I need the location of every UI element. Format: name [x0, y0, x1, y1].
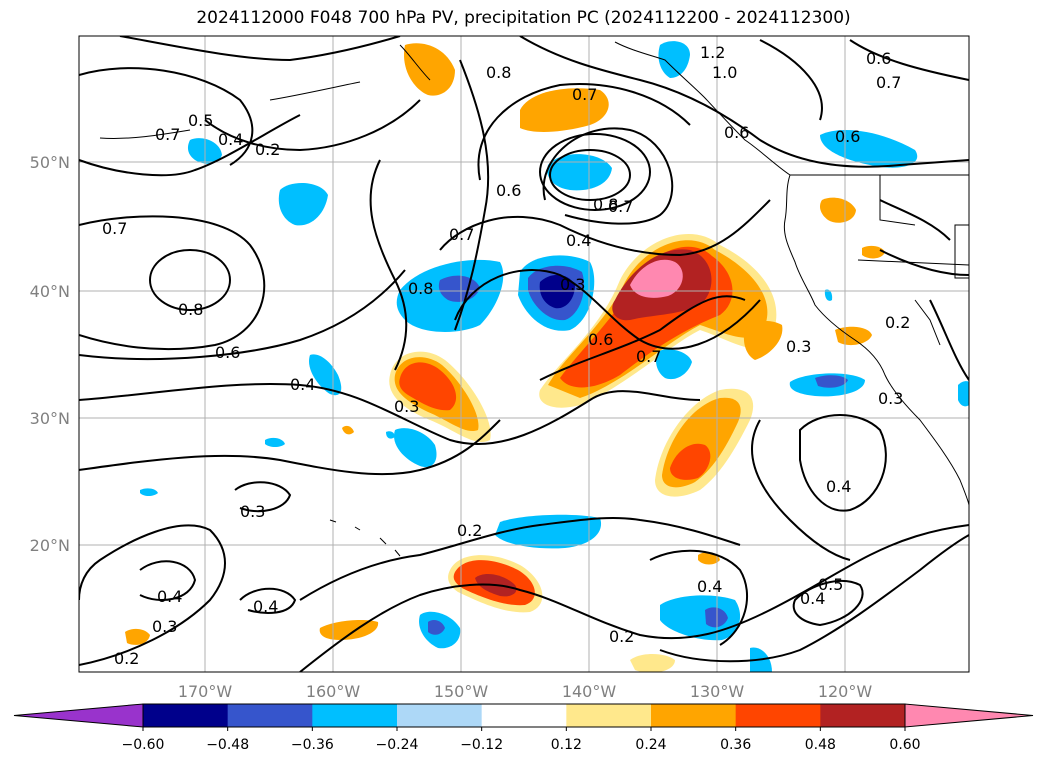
contour-label: 0.4	[800, 589, 825, 608]
lon-tick-label: 160°W	[306, 682, 361, 701]
colorbar-tick-label: −0.12	[460, 737, 503, 753]
pv-contours	[79, 36, 969, 672]
contour-label: 0.6	[866, 49, 891, 68]
contour-label: 0.2	[457, 521, 482, 540]
contour-label: 0.2	[255, 140, 280, 159]
colorbar-segment	[227, 704, 313, 727]
contour-label: 0.6	[724, 123, 749, 142]
colorbar-segment	[651, 704, 737, 727]
contour-label: 0.4	[697, 577, 722, 596]
colorbar-extend-low	[13, 703, 144, 728]
contour-label: 0.4	[566, 231, 591, 250]
colorbar-segment	[566, 704, 652, 727]
contour-label: 0.8	[486, 63, 511, 82]
contour-label: 0.7	[636, 347, 661, 366]
contour-label: 0.8	[178, 300, 203, 319]
colorbar-segment	[312, 704, 398, 727]
contour-label: 0.2	[885, 313, 910, 332]
contour-labels: 1.2 1.0 0.6 0.7 0.8 0.7 0.7 0.5 0.4 0.2 …	[102, 43, 910, 668]
contour-label: 0.7	[876, 73, 901, 92]
colorbar-tick-label: −0.48	[206, 737, 249, 753]
contour-label: 0.4	[290, 375, 315, 394]
contour-label: 0.7	[572, 85, 597, 104]
contour-label: 0.8	[408, 279, 433, 298]
contour-label: 0.3	[560, 275, 585, 294]
colorbar-tick-label: 0.12	[551, 737, 582, 753]
coastlines	[99, 41, 969, 557]
contour-label: 0.4	[218, 130, 243, 149]
colorbar-tick-label: 0.24	[635, 737, 666, 753]
colorbar-segment	[143, 704, 229, 727]
lon-tick-label: 170°W	[178, 682, 233, 701]
contour-label: 1.0	[712, 63, 737, 82]
colorbar-segment	[481, 704, 567, 727]
colorbar-ticks: −0.60 −0.48 −0.36 −0.24 −0.12 0.12 0.24 0.36 0.4…	[122, 727, 921, 753]
contour-label: 0.4	[826, 477, 851, 496]
contour-label: 0.7	[608, 197, 633, 216]
colorbar-tick-label: −0.60	[122, 737, 165, 753]
contour-label: 0.2	[609, 627, 634, 646]
colorbar-tick-label: −0.24	[376, 737, 419, 753]
contour-label: 0.7	[102, 219, 127, 238]
contour-label: 0.6	[215, 343, 240, 362]
contour-label: 0.7	[155, 125, 180, 144]
contour-label: 0.4	[157, 587, 182, 606]
contour-label: 0.6	[588, 330, 613, 349]
contour-label: 0.3	[878, 389, 903, 408]
colorbar-tick-label: 0.48	[805, 737, 836, 753]
colorbar-tick-label: 0.36	[720, 737, 751, 753]
colorbar-tick-label: −0.36	[291, 737, 334, 753]
colorbar	[13, 703, 1034, 728]
colorbar-tick-label: 0.60	[889, 737, 920, 753]
lon-tick-label: 140°W	[562, 682, 617, 701]
map-frame	[78, 35, 970, 673]
colorbar-frame	[142, 703, 906, 728]
contour-label: 0.3	[152, 617, 177, 636]
colorbar-segment	[820, 704, 906, 727]
lon-tick-label: 130°W	[690, 682, 745, 701]
lat-tick-label: 50°N	[30, 153, 70, 172]
colorbar-segment	[735, 704, 821, 727]
contour-label: 1.2	[700, 43, 725, 62]
lat-tick-label: 20°N	[30, 536, 70, 555]
contour-label: 0.6	[496, 181, 521, 200]
contour-label: 0.7	[449, 225, 474, 244]
contour-label: 0.3	[786, 337, 811, 356]
longitude-axis: 170°W 160°W 150°W 140°W 130°W 120°W	[178, 682, 873, 701]
lon-tick-label: 150°W	[434, 682, 489, 701]
contour-label: 0.5	[188, 111, 213, 130]
lat-tick-label: 40°N	[30, 282, 70, 301]
lon-tick-label: 120°W	[818, 682, 873, 701]
contour-label: 0.8	[593, 195, 618, 214]
contour-label: 0.2	[114, 649, 139, 668]
contour-label: 0.3	[394, 397, 419, 416]
contour-label: 0.3	[240, 502, 265, 521]
contour-label: 0.4	[253, 597, 278, 616]
colorbar-segment	[397, 704, 483, 727]
map-title: 2024112000 F048 700 hPa PV, precipitatio…	[196, 8, 851, 28]
contour-label: 0.6	[835, 127, 860, 146]
latitude-axis: 50°N 40°N 30°N 20°N	[30, 153, 70, 555]
contour-label: 0.5	[818, 575, 843, 594]
colorbar-extend-high	[904, 703, 1034, 728]
lat-tick-label: 30°N	[30, 409, 70, 428]
